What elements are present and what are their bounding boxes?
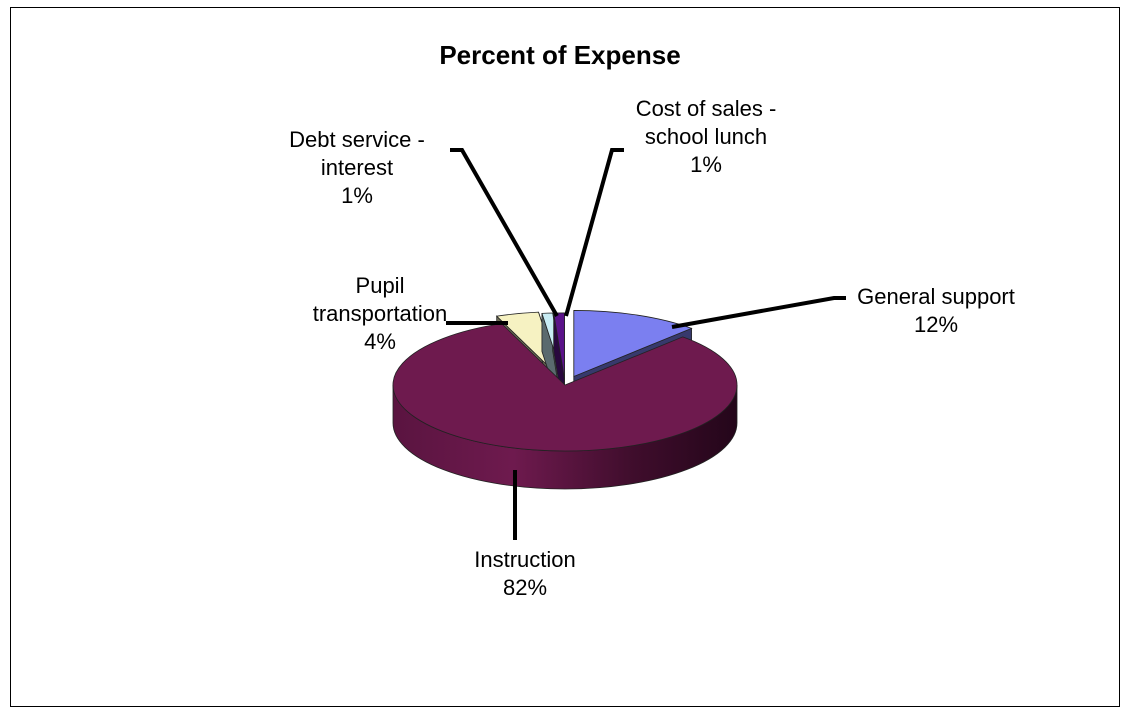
- slice-percent-transport: 4%: [364, 329, 396, 354]
- slice-percent-general: 12%: [914, 312, 958, 337]
- slice-name-line: school lunch: [645, 124, 767, 149]
- leader-line-debt: [450, 148, 559, 317]
- slice-label-debt: Debt service - interest 1%: [289, 127, 425, 208]
- slice-name-line: interest: [321, 155, 393, 180]
- slice-label-transport: Pupil transportation 4%: [313, 273, 448, 354]
- slice-name-line: Debt service -: [289, 127, 425, 152]
- chart-title: Percent of Expense: [439, 40, 680, 70]
- leader-line-general: [671, 296, 846, 329]
- slice-name-line: Instruction: [474, 547, 576, 572]
- slice-percent-debt: 1%: [341, 183, 373, 208]
- chart-frame: [10, 7, 1120, 707]
- pie-slices: [392, 310, 738, 490]
- slice-percent-lunch: 1%: [690, 152, 722, 177]
- pie-chart: Percent of Expense General support 12% Ins…: [289, 40, 1015, 600]
- slice-instruction: [392, 323, 738, 490]
- slice-percent-instruction: 82%: [503, 575, 547, 600]
- slice-name-line: Pupil: [356, 273, 405, 298]
- slice-label-general: General support 12%: [857, 284, 1015, 337]
- slice-transport-top: [495, 311, 561, 378]
- slice-name-line: Cost of sales -: [636, 96, 777, 121]
- slice-name-line: General support: [857, 284, 1015, 309]
- leader-lines: [446, 148, 846, 540]
- slice-label-lunch: Cost of sales - school lunch 1%: [636, 96, 777, 177]
- leader-line-lunch: [564, 148, 624, 317]
- slice-instruction-top: [392, 323, 738, 452]
- slice-name-line: transportation: [313, 301, 448, 326]
- slice-labels: General support 12% Instruction 82% Pupil tra…: [289, 96, 1015, 600]
- slice-label-instruction: Instruction 82%: [474, 547, 576, 600]
